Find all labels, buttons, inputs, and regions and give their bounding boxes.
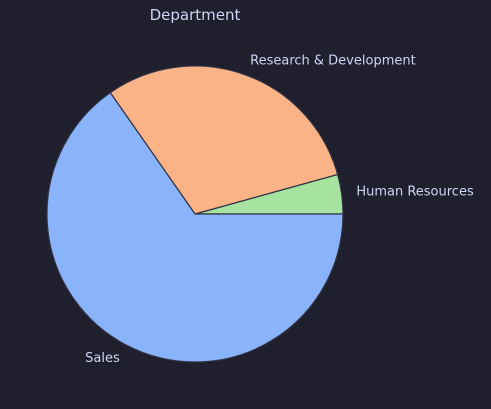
pie-label-research-development: Research & Development [250,53,416,68]
pie-slice-research-development [109,65,339,215]
pie-slices [46,65,344,363]
pie-slice-sales [46,91,344,363]
chart-title: Department [149,6,241,24]
pie-labels: Human Resources Research & Development Sal… [85,53,474,366]
pie-label-human-resources: Human Resources [356,185,474,200]
pie-label-sales: Sales [85,351,120,366]
